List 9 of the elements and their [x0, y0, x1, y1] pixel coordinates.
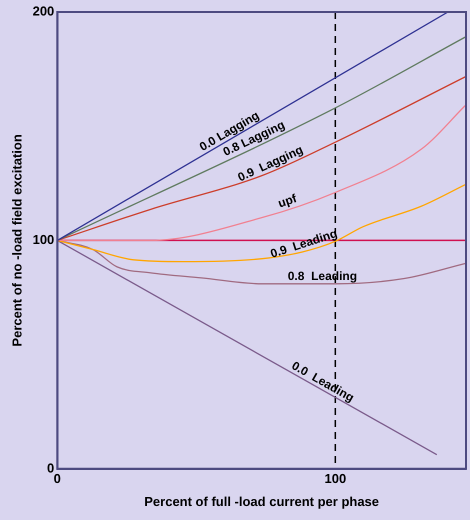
y-tick-label: 100	[32, 232, 54, 247]
y-tick-label: 200	[32, 4, 54, 19]
line-series	[57, 184, 466, 262]
y-axis-title: Percent of no -load field excitation	[9, 134, 24, 347]
text: upf	[276, 190, 300, 210]
series-label: 0.8 Leading	[288, 269, 358, 284]
y-tick-label: 0	[47, 460, 54, 476]
x-axis-title: Percent of full -load current per phase	[144, 494, 380, 509]
text: 0.9 Leading	[268, 226, 339, 261]
